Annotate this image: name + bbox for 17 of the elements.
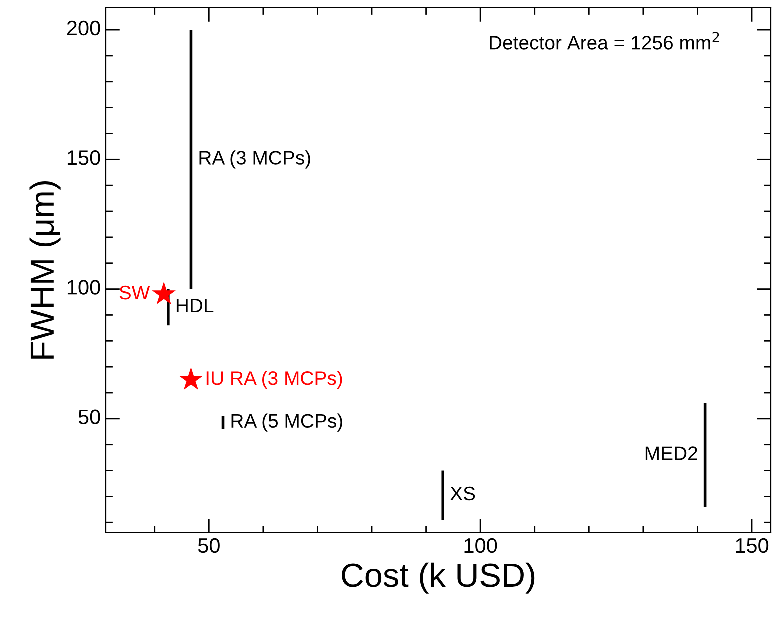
y-tick-label: 200 xyxy=(67,20,100,36)
series-label: MED2 xyxy=(646,446,698,460)
series-label: XS xyxy=(450,486,476,501)
series-label: RA (3 MCPs) xyxy=(200,150,310,169)
x-tick-label: 100 xyxy=(464,538,498,554)
y-tick-label: 50 xyxy=(78,410,100,425)
series-label: HDL xyxy=(176,299,214,312)
series-label: RA (5 MCPs) xyxy=(232,414,342,432)
series-label: SW xyxy=(120,286,150,300)
y-tick-label: 100 xyxy=(68,280,100,295)
y-tick-label: 150 xyxy=(68,150,100,166)
x-axis-title: Cost (k USD) xyxy=(342,562,535,594)
series-label: IU RA (3 MCPs) xyxy=(206,370,342,390)
annotation: Detector Area = 1256 mm$^{2}$ xyxy=(490,32,720,50)
x-tick-label: 150 xyxy=(736,538,769,554)
x-tick-label: 50 xyxy=(198,538,220,554)
y-axis-title: FWHM (μm) xyxy=(30,182,61,359)
